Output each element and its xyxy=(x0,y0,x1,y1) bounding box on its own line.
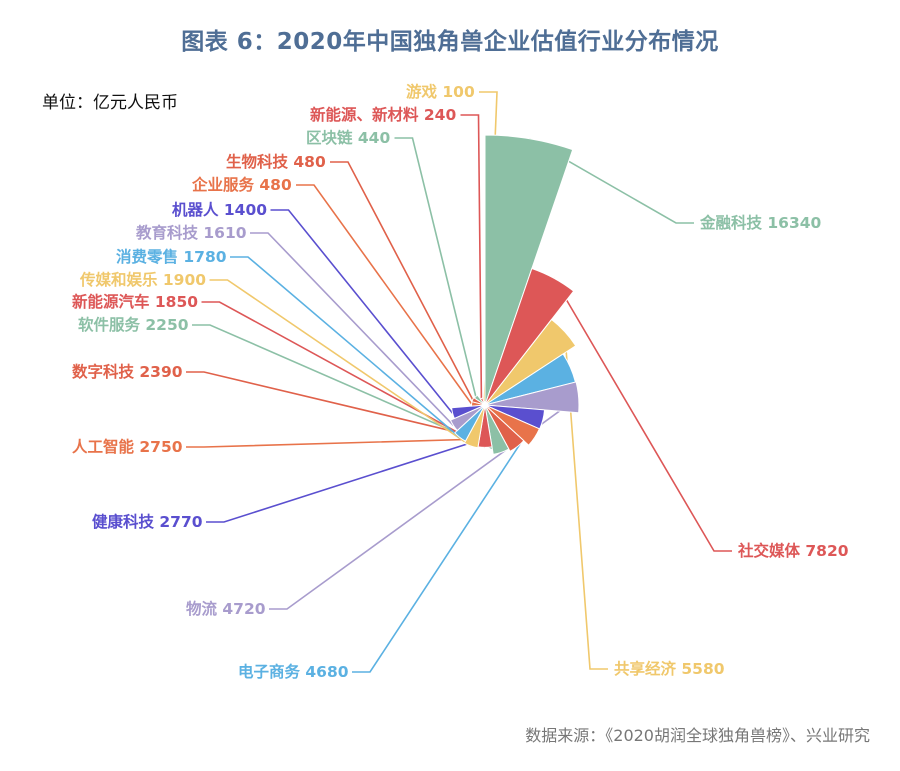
leader-line-13 xyxy=(270,209,454,414)
leader-line-12 xyxy=(250,232,455,427)
leader-line-14 xyxy=(296,184,473,405)
leader-line-11 xyxy=(230,256,461,439)
leader-line-8 xyxy=(192,324,502,454)
sector-0 xyxy=(484,134,574,406)
sector-7 xyxy=(484,404,525,453)
leader-line-2 xyxy=(563,331,608,670)
leader-line-1 xyxy=(553,277,732,552)
slice-label-3: 电子商务 4680 xyxy=(238,662,349,681)
rose-sectors xyxy=(449,134,580,455)
slice-label-13: 机器人 1400 xyxy=(172,200,267,219)
slice-label-9: 新能源汽车 1850 xyxy=(72,292,198,311)
sector-13 xyxy=(451,404,486,420)
slice-label-12: 教育科技 1610 xyxy=(136,223,247,242)
leader-line-7 xyxy=(186,371,518,448)
slice-label-10: 传媒和娱乐 1900 xyxy=(79,270,206,289)
leader-line-15 xyxy=(330,161,474,400)
sector-17 xyxy=(479,397,486,406)
leader-line-10 xyxy=(209,279,472,447)
sector-2 xyxy=(484,318,577,406)
unit-label: 单位：亿元人民币 xyxy=(42,93,178,113)
leader-line-9 xyxy=(201,301,486,449)
slice-label-4: 物流 4720 xyxy=(186,599,266,618)
slice-label-16: 区块链 440 xyxy=(306,128,390,147)
sector-8 xyxy=(484,404,510,455)
sector-16 xyxy=(473,394,486,406)
leader-line-0 xyxy=(529,138,694,224)
source-note: 数据来源：《2020胡润全球独角兽榜》、兴业研究 xyxy=(525,726,870,745)
sector-1 xyxy=(484,267,575,406)
slice-label-17: 新能源、新材料 240 xyxy=(310,105,456,124)
sector-12 xyxy=(449,404,486,432)
slice-label-11: 消费零售 1780 xyxy=(116,247,227,266)
slice-label-18: 游戏 100 xyxy=(406,82,475,101)
slice-labels: 金融科技 16340 社交媒体 7820 共享经济 5580 电子商务 4680 物流 … xyxy=(72,82,849,681)
leader-line-17 xyxy=(460,114,483,399)
sector-4 xyxy=(484,381,580,414)
leader-line-6 xyxy=(186,436,535,448)
slice-label-6: 人工智能 2750 xyxy=(72,437,183,456)
slice-label-1: 社交媒体 7820 xyxy=(737,541,849,560)
leader-line-5 xyxy=(206,418,544,523)
slice-label-15: 生物科技 480 xyxy=(226,152,326,171)
sector-6 xyxy=(484,404,541,446)
slice-label-8: 软件服务 2250 xyxy=(78,315,189,334)
sector-11 xyxy=(454,404,486,442)
chart-title: 图表 6：2020年中国独角兽企业估值行业分布情况 xyxy=(181,29,719,55)
leader-line-4 xyxy=(269,396,580,610)
slice-label-7: 数字科技 2390 xyxy=(72,362,183,381)
slice-label-0: 金融科技 16340 xyxy=(699,213,822,232)
leader-line-16 xyxy=(394,137,477,397)
leader-line-3 xyxy=(352,367,572,673)
slice-label-14: 企业服务 480 xyxy=(191,175,292,194)
sector-10 xyxy=(463,404,486,449)
slice-label-2: 共享经济 5580 xyxy=(614,659,725,678)
sector-18 xyxy=(483,400,486,406)
slice-label-5: 健康科技 2770 xyxy=(92,512,203,531)
